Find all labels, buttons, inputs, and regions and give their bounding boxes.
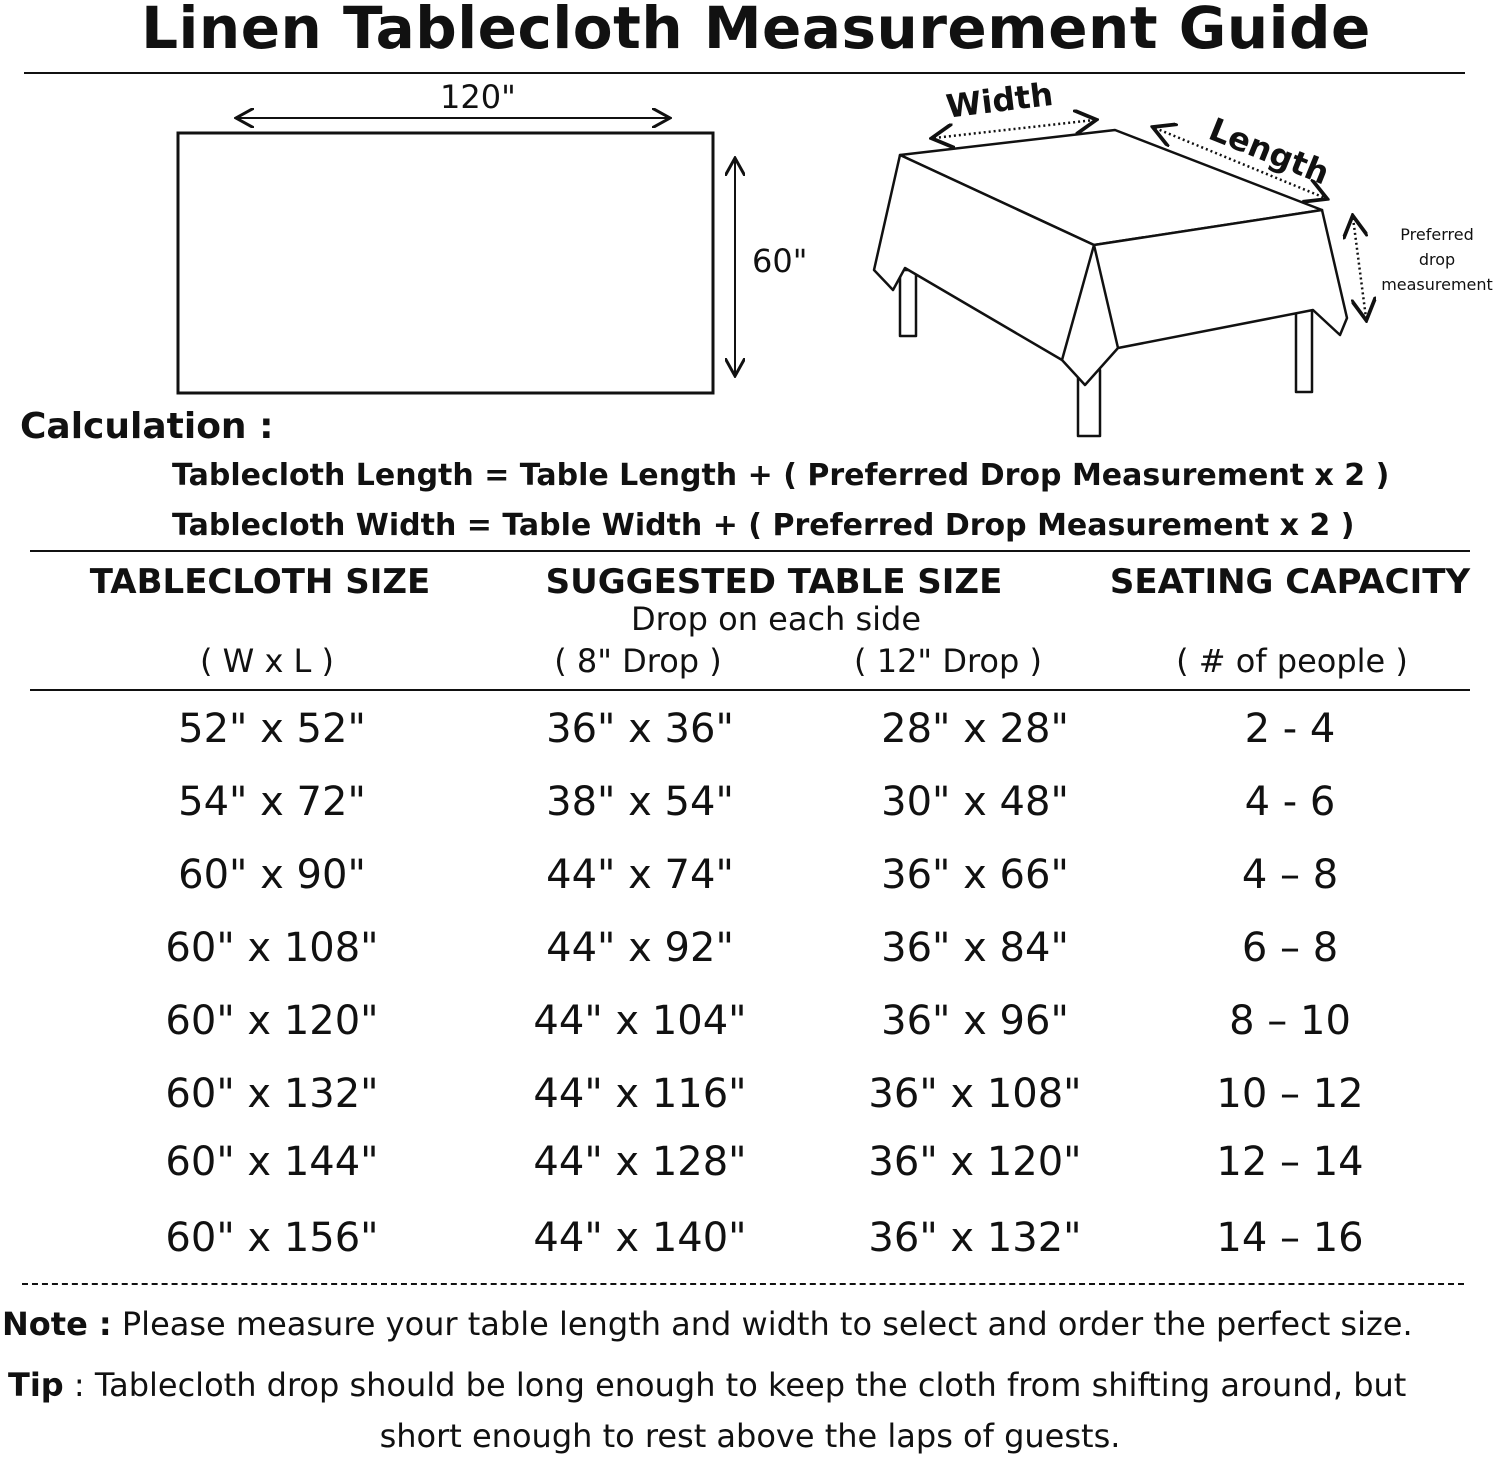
flat-tablecloth-rectangle [176,131,715,395]
title-divider [24,72,1465,74]
seating-capacity-cell: 6 – 8 [1241,925,1339,971]
seating-capacity-cell: 8 – 10 [1229,998,1351,1044]
drop-label-line: drop [1418,250,1456,269]
note-text: Please measure your table length and wid… [111,1305,1413,1343]
header-divider [30,689,1470,691]
table-size-12-drop-cell: 36" x 120" [868,1139,1082,1185]
measurement-diagram [176,0,1500,438]
drop-label-line: Preferred [1400,225,1474,244]
table-size-12-drop-cell: 36" x 84" [881,925,1069,971]
drop-subtitle: Drop on each side [630,600,922,638]
length-formula: Tablecloth Length = Table Length + ( Pre… [172,458,1390,493]
note-label: Note : [2,1305,112,1343]
note: Note : Please measure your table length … [2,1305,1413,1343]
tip-text-continued: short enough to rest above the laps of g… [379,1417,1121,1455]
seating-capacity-cell: 14 – 16 [1216,1215,1364,1261]
width-dimension-label: 120" [440,78,516,116]
table-top-divider [30,550,1470,552]
seating-capacity-cell: 2 - 4 [1244,706,1336,752]
tablecloth-size-cell: 60" x 90" [178,852,366,898]
seating-capacity-cell: 4 – 8 [1241,852,1339,898]
table-size-12-drop-cell: 36" x 66" [881,852,1069,898]
subheader-wxl: ( W x L ) [199,642,335,680]
drop-dotted-arrow [1353,218,1366,318]
width-dotted-arrow [934,120,1094,138]
header-seating-capacity: SEATING CAPACITY [1109,562,1471,602]
subheader-8-drop: ( 8" Drop ) [554,642,722,680]
tip-text: : Tablecloth drop should be long enough … [63,1366,1407,1404]
dashed-divider [22,1283,1464,1285]
drop-label: Preferred drop measurement [1372,222,1500,297]
header-tablecloth-size: TABLECLOTH SIZE [89,562,431,602]
width-formula: Tablecloth Width = Table Width + ( Prefe… [172,508,1355,543]
table-size-12-drop-cell: 36" x 132" [868,1215,1082,1261]
table-size-8-drop-cell: 36" x 36" [546,706,734,752]
tablecloth-size-cell: 60" x 132" [165,1071,379,1117]
tablecloth-size-cell: 60" x 144" [165,1139,379,1185]
subheader-12-drop: ( 12" Drop ) [854,642,1042,680]
table-size-8-drop-cell: 44" x 74" [546,852,734,898]
page-title: Linen Tablecloth Measurement Guide [141,0,1371,62]
table-size-8-drop-cell: 44" x 128" [533,1139,747,1185]
table-size-8-drop-cell: 44" x 104" [533,998,747,1044]
seating-capacity-cell: 4 - 6 [1244,779,1336,825]
tablecloth-size-cell: 60" x 156" [165,1215,379,1261]
height-dimension-label: 60" [752,242,808,280]
seating-capacity-cell: 10 – 12 [1216,1071,1364,1117]
tablecloth-size-cell: 60" x 108" [165,925,379,971]
header-suggested-table-size: SUGGESTED TABLE SIZE [545,562,1003,602]
table-size-8-drop-cell: 44" x 116" [533,1071,747,1117]
drop-label-line: measurement [1381,275,1493,294]
tablecloth-size-cell: 60" x 120" [165,998,379,1044]
calculation-label: Calculation : [20,406,274,447]
tablecloth-size-cell: 52" x 52" [178,706,366,752]
table-size-12-drop-cell: 36" x 108" [868,1071,1082,1117]
table-size-8-drop-cell: 44" x 92" [546,925,734,971]
tip: Tip : Tablecloth drop should be long eno… [8,1366,1406,1404]
table-size-12-drop-cell: 30" x 48" [881,779,1069,825]
table-size-8-drop-cell: 44" x 140" [533,1215,747,1261]
table-size-8-drop-cell: 38" x 54" [546,779,734,825]
length-dotted-arrow [1155,128,1325,198]
tablecloth-size-cell: 54" x 72" [178,779,366,825]
table-size-12-drop-cell: 28" x 28" [881,706,1069,752]
table-size-12-drop-cell: 36" x 96" [881,998,1069,1044]
table-with-cloth-icon [872,128,1349,438]
tip-label: Tip [8,1366,64,1404]
seating-capacity-cell: 12 – 14 [1216,1139,1364,1185]
subheader-people: ( # of people ) [1176,642,1408,680]
